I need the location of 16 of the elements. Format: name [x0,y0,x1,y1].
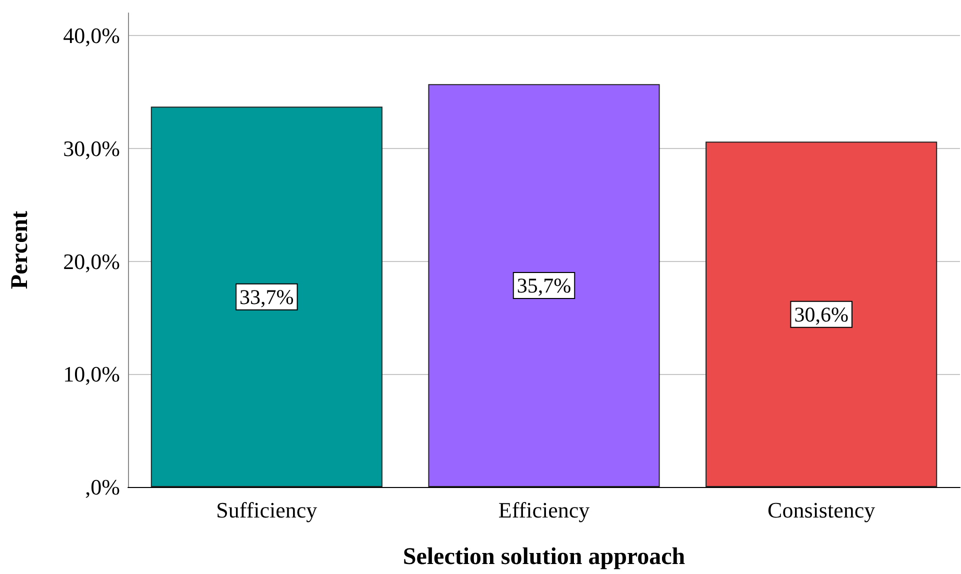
data-label: 30,6% [794,302,848,326]
bar [150,106,382,487]
y-axis-title: Percent [7,210,33,290]
y-tick-label: 20,0% [63,248,120,274]
x-axis-title: Selection solution approach [402,544,686,570]
y-tick-label: 10,0% [63,362,120,387]
bar [428,84,660,487]
x-tick-label: Efficiency [498,498,590,522]
y-tick-label: 40,0% [63,23,120,48]
bar [706,142,938,487]
data-label: 35,7% [516,274,572,298]
data-label: 33,7% [240,284,294,309]
y-tick-label: 30,0% [63,136,120,161]
x-tick-label: Consistency [768,498,876,522]
y-tick-label: ,0% [85,474,120,500]
x-tick-label: Sufficiency [216,498,318,522]
